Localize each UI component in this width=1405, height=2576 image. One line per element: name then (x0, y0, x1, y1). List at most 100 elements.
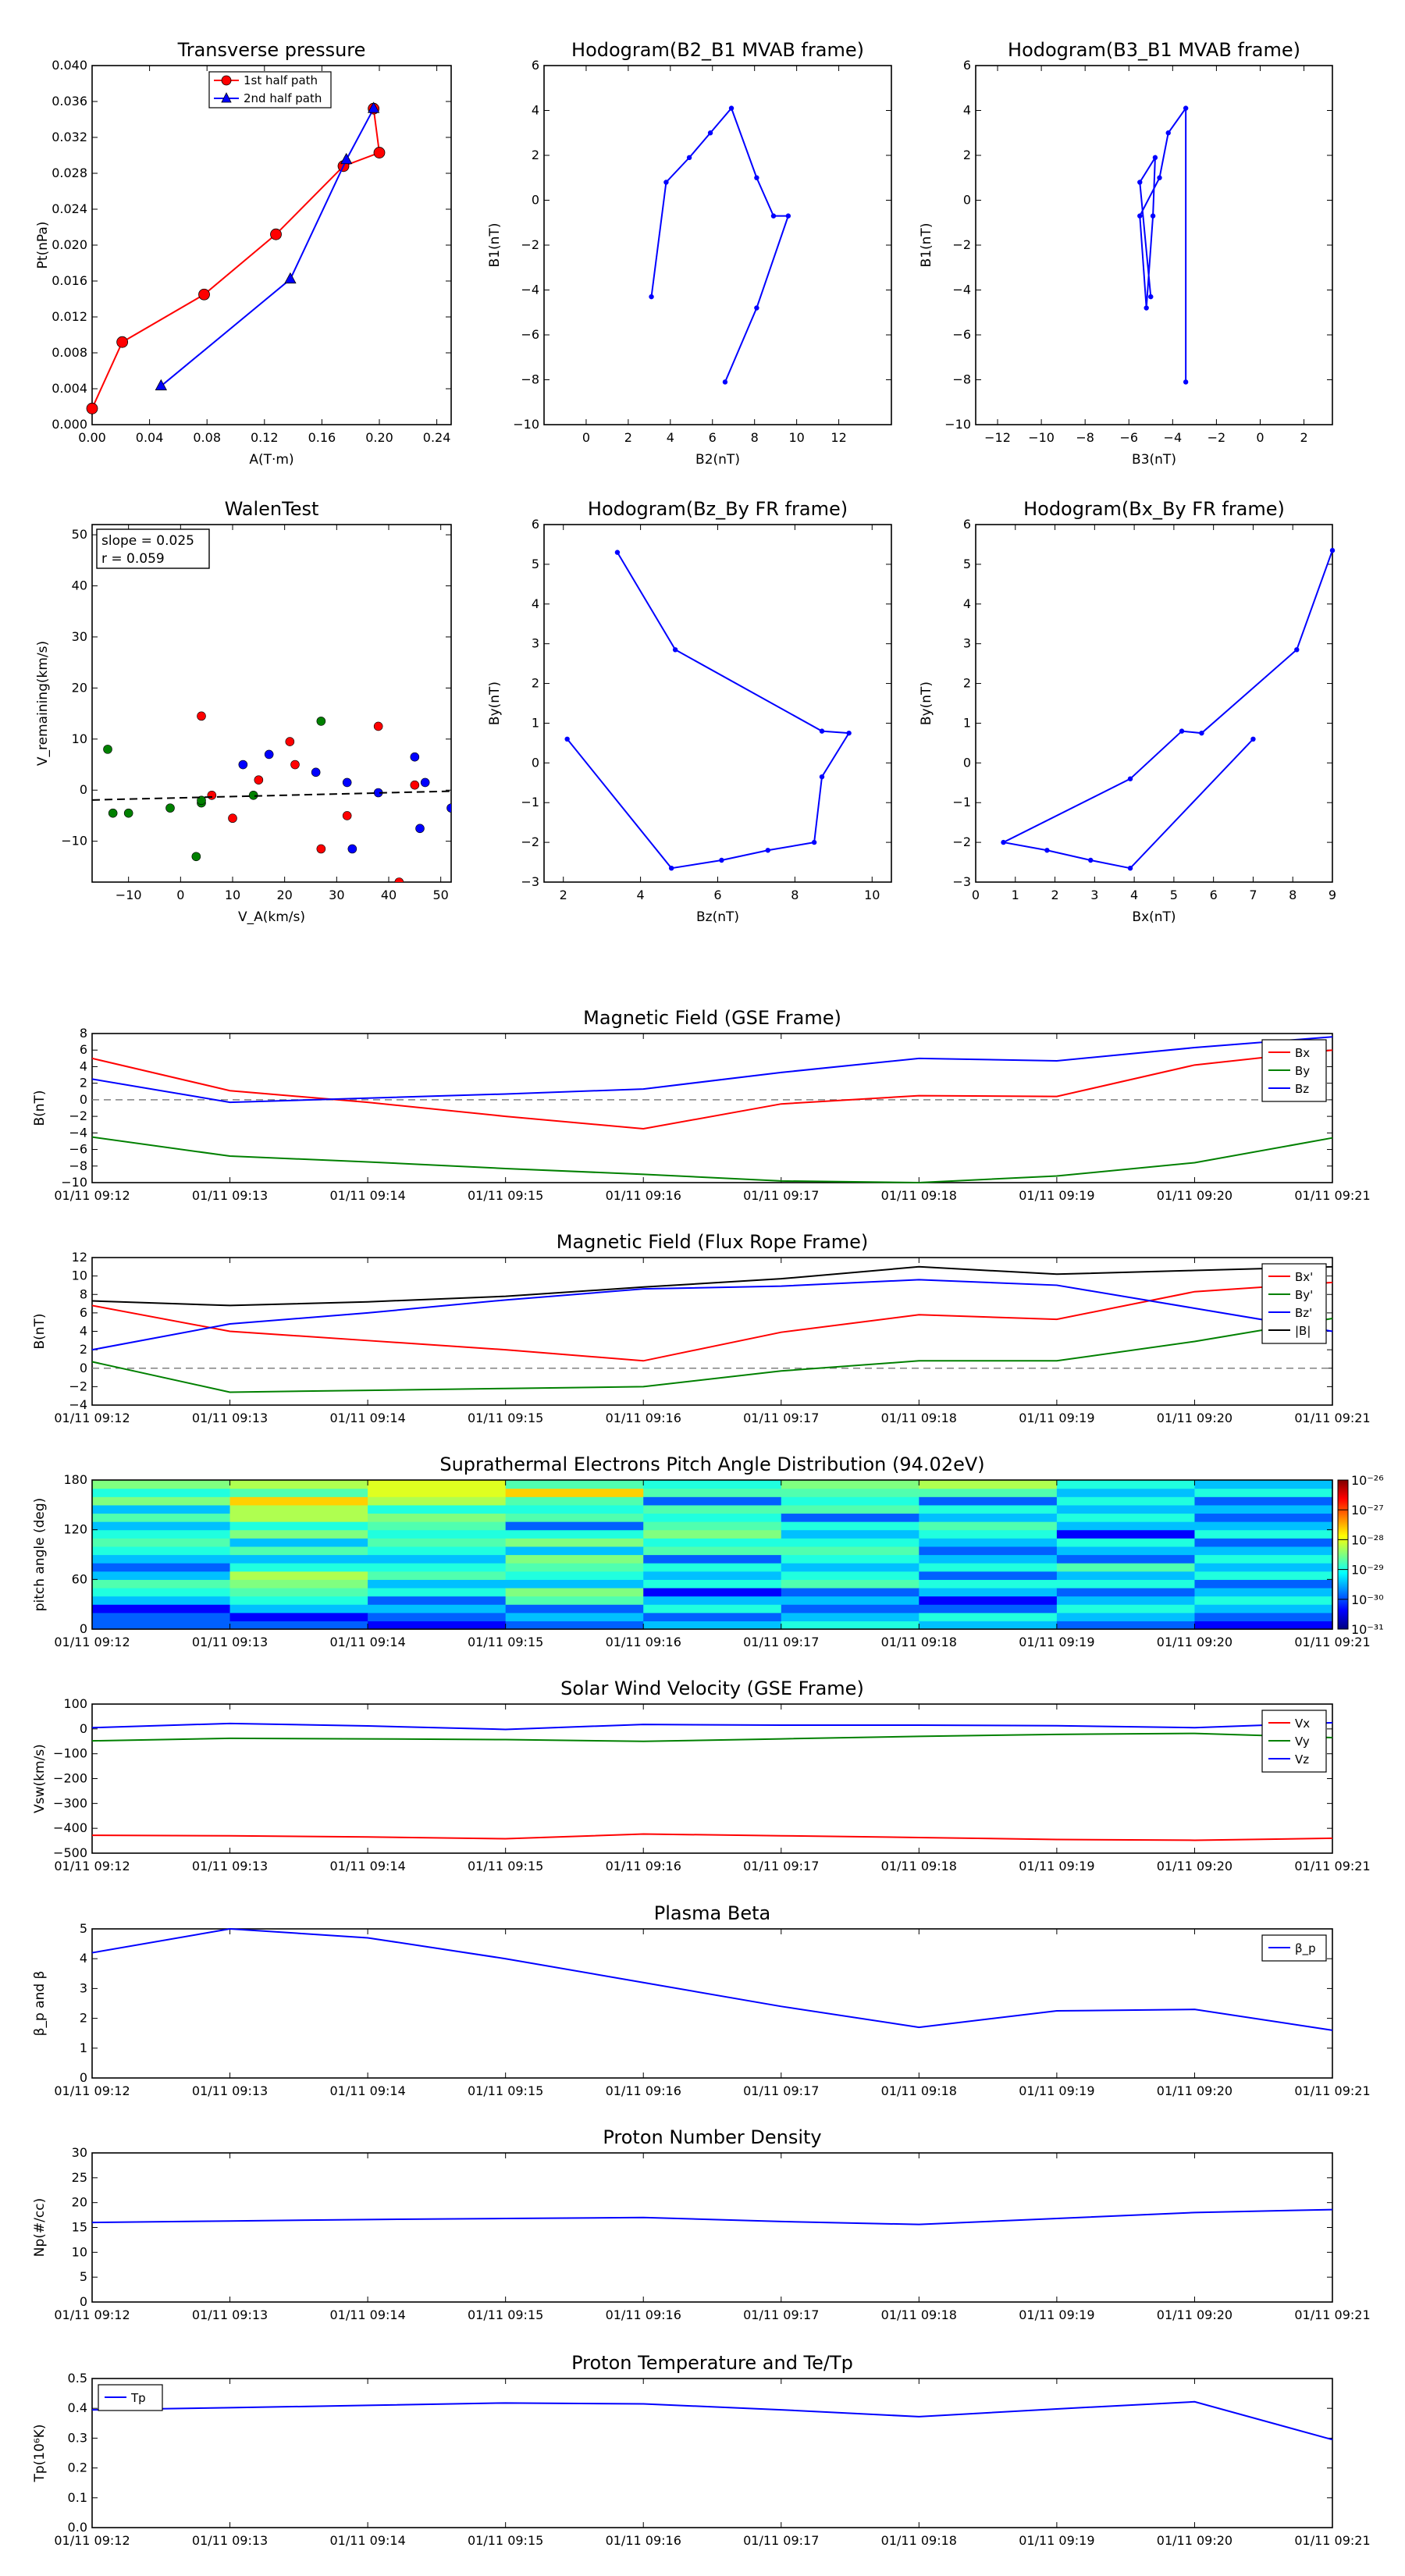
y-tick-label: −3 (952, 874, 971, 889)
y-tick-label: 15 (72, 2220, 87, 2235)
time-tick-label: 01/11 09:17 (743, 1859, 819, 1873)
heatmap-cell (781, 1596, 919, 1605)
y-tick-label: 0 (963, 755, 971, 770)
heatmap-cell (1056, 1571, 1196, 1580)
heatmap-cell (919, 1621, 1058, 1630)
heatmap-cell (505, 1480, 644, 1489)
series-line (1001, 550, 1333, 870)
heatmap-cell (643, 1571, 782, 1580)
heatmap-cell (643, 1488, 782, 1497)
x-tick-label: −6 (1119, 430, 1138, 445)
data-point (1144, 305, 1149, 311)
y-tick-label: 0.000 (52, 417, 87, 432)
series-line (650, 106, 790, 382)
y-tick-label: 0.036 (52, 94, 87, 109)
y-tick-label: 20 (72, 680, 87, 695)
x-axis-label: A(T·m) (249, 452, 293, 468)
heatmap-cell (92, 1554, 231, 1564)
heatmap-cell (92, 1621, 231, 1630)
data-point (1294, 647, 1300, 653)
heatmap-cell (92, 1538, 231, 1547)
time-tick-label: 01/11 09:20 (1157, 2083, 1232, 2098)
y-tick-label: 3 (963, 636, 971, 651)
y-tick-label: 20 (72, 2195, 87, 2210)
chart-title: Hodogram(B2_B1 MVAB frame) (571, 39, 864, 61)
chart-title: Hodogram(Bx_By FR frame) (1023, 498, 1285, 520)
heatmap-cell (368, 1521, 507, 1531)
heatmap-cell (643, 1513, 782, 1522)
y-tick-label: 2 (532, 676, 539, 691)
data-point (1183, 379, 1189, 385)
heatmap-cell (919, 1480, 1058, 1489)
heatmap-cell (92, 1504, 231, 1514)
data-point (785, 213, 791, 219)
time-tick-label: 01/11 09:16 (606, 1188, 681, 1203)
heatmap-cell (919, 1538, 1058, 1547)
x-tick-label: 6 (713, 888, 721, 902)
chart-title: Plasma Beta (654, 1902, 770, 1924)
y-tick-label: −100 (53, 1746, 87, 1761)
data-point (686, 155, 692, 161)
scatter-point (342, 777, 352, 788)
data-point (1127, 776, 1133, 781)
y-axis-label: Vsw(km/s) (32, 1744, 48, 1813)
heatmap-cell (368, 1554, 507, 1564)
heatmap-cell (505, 1521, 644, 1531)
x-tick-label: 4 (637, 888, 645, 902)
y-tick-label: −2 (69, 1108, 87, 1123)
heatmap-cell (781, 1513, 919, 1522)
heatmap-cell (1194, 1604, 1333, 1614)
heatmap-cell (368, 1612, 507, 1621)
time-tick-label: 01/11 09:15 (468, 2533, 543, 2548)
heatmap-cell (229, 1504, 368, 1514)
data-point (1165, 130, 1171, 136)
panel-hodo_bxby: Hodogram(Bx_By FR frame) 0 1 2 3 4 5 6 7 8 9 −3 −2 −1… (919, 498, 1336, 925)
data-point (270, 228, 282, 240)
time-tick-label: 01/11 09:16 (606, 1859, 681, 1873)
chart-title: Hodogram(B3_B1 MVAB frame) (1008, 39, 1300, 61)
legend: Vx Vy Vz (1261, 1710, 1327, 1773)
legend-label: Bx' (1295, 1270, 1313, 1284)
time-tick-label: 01/11 09:12 (54, 1411, 130, 1425)
y-tick-label: 1 (963, 715, 971, 730)
heatmap-cell (1056, 1587, 1196, 1597)
r-label: r = 0.059 (101, 551, 165, 567)
heatmap-cell (1194, 1496, 1333, 1506)
scatter-point (311, 767, 321, 777)
panel-hodo_b3b1: Hodogram(B3_B1 MVAB frame) −12 −10 −8 −6 −4 −2… (919, 39, 1333, 468)
heatmap-cell (643, 1538, 782, 1547)
x-tick-label: 12 (831, 430, 846, 445)
heatmap-cell (919, 1579, 1058, 1589)
heatmap-cell (1056, 1538, 1196, 1547)
heatmap-cell (368, 1538, 507, 1547)
data-point (811, 839, 817, 845)
time-tick-label: 01/11 09:14 (329, 2083, 405, 2098)
chart-title: WalenTest (225, 498, 319, 520)
time-tick-label: 01/11 09:16 (606, 1411, 681, 1425)
x-tick-label: 1 (1012, 888, 1019, 902)
x-tick-label: 8 (1289, 888, 1297, 902)
y-tick-label: 0 (80, 1361, 87, 1375)
heatmap-cell (92, 1488, 231, 1497)
time-tick-label: 01/11 09:14 (329, 1188, 405, 1203)
heatmap-cell (505, 1612, 644, 1621)
scatter-point (373, 721, 383, 731)
heatmap-cell (368, 1563, 507, 1572)
time-tick-label: 01/11 09:17 (743, 1411, 819, 1425)
x-tick-label: 2 (560, 888, 567, 902)
time-tick-label: 01/11 09:20 (1157, 2307, 1232, 2322)
heatmap-cell (919, 1612, 1058, 1621)
y-tick-label: 40 (72, 578, 87, 593)
y-tick-label: 1 (80, 2041, 87, 2055)
y-tick-label: 0.004 (52, 381, 87, 396)
time-tick-label: 01/11 09:13 (192, 2533, 268, 2548)
legend-label: Vx (1295, 1717, 1310, 1731)
series-line (91, 1833, 1333, 1841)
scatter-point (290, 760, 300, 770)
time-tick-label: 01/11 09:14 (329, 1411, 405, 1425)
plot-frame (91, 1033, 1333, 1183)
series-line (91, 1281, 1333, 1362)
x-tick-label: 0.16 (308, 430, 336, 445)
series-line (91, 109, 381, 409)
heatmap-cell (1194, 1546, 1333, 1556)
